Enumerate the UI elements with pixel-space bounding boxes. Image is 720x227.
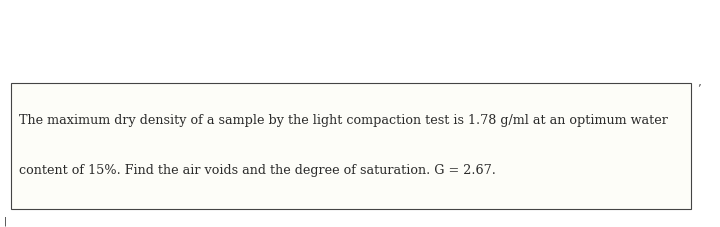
Text: ’: ’ <box>697 82 701 92</box>
Text: |: | <box>4 215 7 225</box>
Text: content of 15%. Find the air voids and the degree of saturation. G = 2.67.: content of 15%. Find the air voids and t… <box>19 164 496 177</box>
Text: The maximum dry density of a sample by the light compaction test is 1.78 g/ml at: The maximum dry density of a sample by t… <box>19 114 668 127</box>
Bar <box>11 84 691 209</box>
